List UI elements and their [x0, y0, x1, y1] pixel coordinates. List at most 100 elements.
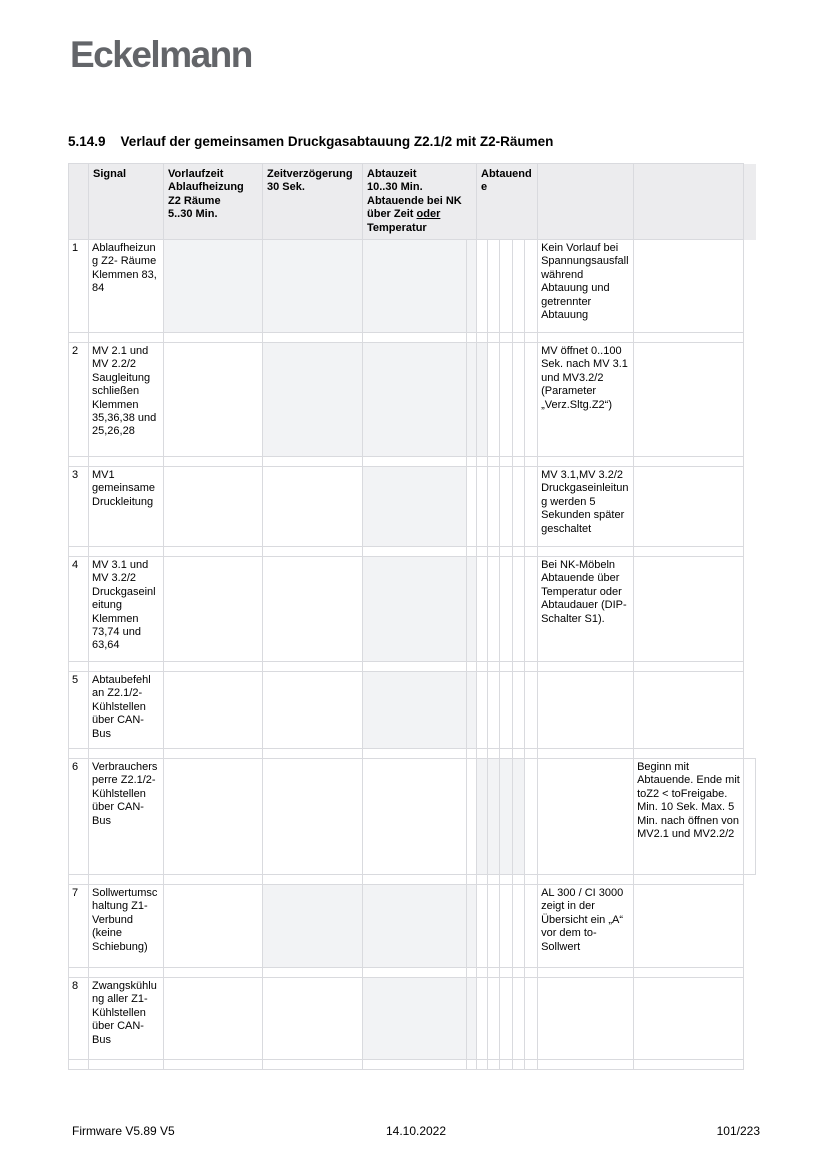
spacer-cell	[487, 546, 501, 558]
timeline-cell	[262, 671, 363, 750]
spacer-row	[68, 546, 756, 558]
timeline-cell	[512, 239, 526, 334]
timeline-cell	[524, 977, 539, 1061]
spacer-cell	[512, 874, 526, 886]
spacer-cell	[362, 546, 467, 558]
extra-cell	[743, 758, 757, 876]
spacer-cell	[163, 967, 263, 979]
timeline-cell	[163, 758, 263, 876]
timeline-cell	[163, 556, 263, 663]
spacer-cell	[744, 547, 756, 557]
timeline-cell	[362, 466, 467, 548]
ghost-cell	[744, 885, 756, 968]
spacer-cell	[633, 967, 745, 979]
spacer-cell	[476, 456, 489, 468]
timeline-cell	[362, 342, 467, 458]
notes-cell: Kein Vorlauf bei Spannungsausfall währen…	[537, 239, 635, 334]
timeline-cell	[262, 884, 363, 969]
timeline-cell	[163, 239, 263, 334]
spacer-row	[68, 967, 756, 979]
timeline-cell	[362, 671, 467, 750]
spacer-cell	[499, 967, 514, 979]
spacer-cell	[262, 967, 363, 979]
notes-cell: MV öffnet 0..100 Sek. nach MV 3.1 und MV…	[537, 342, 635, 458]
notes-cell	[633, 239, 745, 334]
spacer-cell	[163, 661, 263, 673]
timeline-cell	[362, 758, 467, 876]
timeline-cell	[499, 466, 514, 548]
timeline-cell	[465, 342, 478, 458]
header-signal: Signal	[88, 162, 164, 241]
spacer-row	[68, 748, 756, 760]
spacer-cell	[487, 874, 501, 886]
ghost-cell	[744, 240, 756, 333]
row-number: 8	[68, 977, 89, 1061]
table-row: 5 Abtaubefehl an Z2.1/2-Kühlstellen über …	[68, 671, 756, 750]
footer-firmware: Firmware V5.89 V5	[72, 1124, 175, 1138]
table-row: 4 MV 3.1 und MV 3.2/2 Druckgaseinleitung …	[68, 556, 756, 663]
timeline-cell	[163, 977, 263, 1061]
spacer-cell	[163, 874, 263, 886]
timeline-cell	[262, 758, 363, 876]
header-row: Signal Vorlaufzeit Ablaufheizung Z2 Räum…	[68, 162, 756, 241]
spacer-cell	[512, 332, 526, 344]
timeline-cell	[512, 342, 526, 458]
timeline-cell	[476, 758, 489, 876]
spacer-cell	[476, 661, 489, 673]
timeline-cell	[465, 977, 478, 1061]
spacer-cell	[465, 748, 478, 760]
timeline-cell	[487, 342, 501, 458]
spacer-cell	[537, 332, 635, 344]
timeline-cell	[524, 758, 539, 876]
footer-date: 14.10.2022	[385, 1124, 447, 1138]
spacer-cell	[88, 456, 164, 468]
timeline-cell	[465, 239, 478, 334]
spacer-cell	[262, 661, 363, 673]
spacer-cell	[499, 661, 514, 673]
spacer-cell	[512, 661, 526, 673]
spacer-cell	[499, 456, 514, 468]
spacer-cell	[465, 546, 478, 558]
timeline-cell	[465, 884, 478, 969]
notes-cell: MV 3.1,MV 3.2/2 Druckgaseinleitung werde…	[537, 466, 635, 548]
signal-cell: Verbrauchersperre Z2.1/2-Kühlstellen übe…	[88, 758, 164, 876]
spacer-cell	[465, 1059, 478, 1071]
spacer-cell	[88, 1059, 164, 1071]
ghost-cell	[744, 343, 756, 457]
spacer-cell	[68, 456, 89, 468]
notes-cell	[537, 977, 635, 1061]
header-abtauzeit-text: Abtauzeit 10..30 Min. Abtauende bei NK ü…	[367, 168, 462, 221]
timeline-cell	[499, 758, 514, 876]
row-number: 1	[68, 239, 89, 334]
row-number: 2	[68, 342, 89, 458]
spacer-cell	[744, 1060, 756, 1070]
timeline-cell	[512, 758, 526, 876]
ghost-cell	[744, 557, 756, 662]
table-header: Signal Vorlaufzeit Ablaufheizung Z2 Räum…	[68, 162, 756, 241]
spacer-cell	[487, 748, 501, 760]
notes-cell	[633, 671, 745, 750]
spacer-cell	[262, 748, 363, 760]
spacer-cell	[362, 1059, 467, 1071]
spacer-cell	[633, 546, 745, 558]
spacer-cell	[163, 1059, 263, 1071]
signal-timing-table: Signal Vorlaufzeit Ablaufheizung Z2 Räum…	[68, 162, 757, 1071]
notes-cell	[537, 758, 635, 876]
spacer-cell	[537, 748, 635, 760]
row-number: 5	[68, 671, 89, 750]
timeline-cell	[163, 342, 263, 458]
timeline-cell	[476, 239, 489, 334]
spacer-cell	[537, 661, 635, 673]
spacer-cell	[512, 546, 526, 558]
notes-cell	[633, 977, 745, 1061]
spacer-cell	[512, 1059, 526, 1071]
timeline-cell	[499, 239, 514, 334]
notes-cell: Bei NK-Möbeln Abtauende über Temperatur …	[537, 556, 635, 663]
table-row: 7 Sollwertumschaltung Z1-Verbund (keine S…	[68, 884, 756, 969]
spacer-cell	[262, 456, 363, 468]
table-row: 1 Ablaufheizung Z2- Räume Klemmen 83, 84 K…	[68, 239, 756, 334]
signal-cell: Zwangskühlung aller Z1-Kühlstellen über …	[88, 977, 164, 1061]
notes-cell	[633, 884, 745, 969]
spacer-cell	[537, 456, 635, 468]
